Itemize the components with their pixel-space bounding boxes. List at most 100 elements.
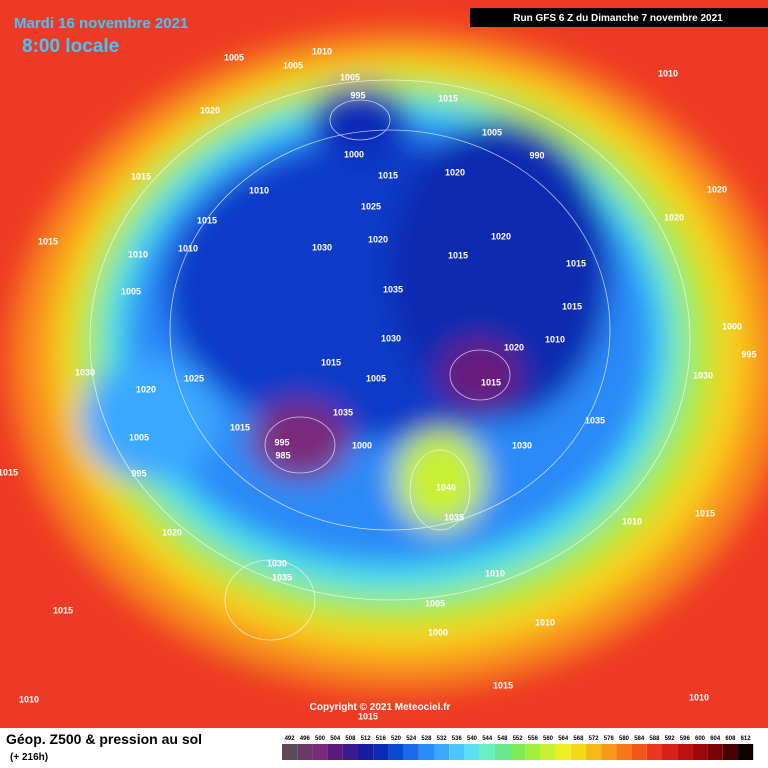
colorbar-label: 500 [315, 736, 326, 742]
pressure-label: 1020 [491, 231, 511, 241]
pressure-label: 1010 [312, 46, 332, 56]
pressure-label: 1015 [493, 680, 513, 690]
pressure-label: 1010 [128, 249, 148, 259]
pressure-label: 1015 [197, 215, 217, 225]
pressure-label: 995 [741, 349, 756, 359]
pressure-label: 1005 [482, 127, 502, 137]
colorbar-cell [494, 744, 510, 760]
colorbar-cell [646, 744, 662, 760]
colorbar-cell [282, 744, 298, 760]
pressure-label: 995 [131, 468, 146, 478]
colorbar-cell [616, 744, 632, 760]
colorbar-cell [312, 744, 328, 760]
pressure-label: 1040 [436, 482, 456, 492]
pressure-label: 1020 [707, 184, 727, 194]
pressure-label: 1035 [444, 512, 464, 522]
colorbar-label: 516 [376, 736, 387, 742]
pressure-label: 1020 [504, 342, 524, 352]
pressure-label: 1010 [535, 617, 555, 627]
pressure-label: 1000 [344, 149, 364, 159]
pressure-label: 1015 [358, 711, 378, 721]
colorbar-cell [662, 744, 678, 760]
colorbar-label: 508 [345, 736, 356, 742]
pressure-label: 1005 [340, 72, 360, 82]
colorbar-label: 580 [619, 736, 630, 742]
pressure-label: 1015 [38, 236, 58, 246]
colorbar-label: 584 [634, 736, 645, 742]
pressure-label: 1010 [622, 516, 642, 526]
pressure-label: 1020 [445, 167, 465, 177]
colorbar-label: 576 [604, 736, 615, 742]
colorbar-cell [373, 744, 389, 760]
colorbar-label: 564 [558, 736, 569, 742]
pressure-label: 990 [529, 150, 544, 160]
colorbar-cell [722, 744, 738, 760]
colorbar-cell [403, 744, 419, 760]
pressure-label: 1030 [267, 558, 287, 568]
colorbar-cell [342, 744, 358, 760]
time: 8:00 locale [22, 36, 119, 57]
pressure-label: 1005 [129, 432, 149, 442]
colorbar-label: 496 [300, 736, 311, 742]
colorbar-cell [570, 744, 586, 760]
colorbar-cell [555, 744, 571, 760]
pressure-label: 1005 [283, 60, 303, 70]
colorbar-label: 536 [452, 736, 463, 742]
colorbar-cell [358, 744, 374, 760]
field [10, 30, 768, 690]
pressure-label: 1015 [0, 467, 18, 477]
pressure-label: 1035 [383, 284, 403, 294]
colorbar-label: 600 [695, 736, 706, 742]
pressure-label: 1035 [272, 572, 292, 582]
pressure-label: 1020 [664, 212, 684, 222]
colorbar-label: 548 [497, 736, 508, 742]
pressure-label: 1000 [352, 440, 372, 450]
colorbar-label: 524 [406, 736, 417, 742]
pressure-label: 1010 [545, 334, 565, 344]
colorbar-cell [677, 744, 693, 760]
colorbar-cell [464, 744, 480, 760]
pressure-label: 1005 [366, 373, 386, 383]
pressure-label: 1005 [121, 286, 141, 296]
colorbar-label: 588 [649, 736, 660, 742]
pressure-label: 1030 [381, 333, 401, 343]
run-text: Run GFS 6 Z du Dimanche 7 novembre 2021 [513, 13, 723, 24]
colorbar-cell [449, 744, 465, 760]
colorbar-label: 592 [665, 736, 676, 742]
colorbar-cell [479, 744, 495, 760]
colorbar-cell [540, 744, 556, 760]
colorbar-cell [692, 744, 708, 760]
pressure-label: 1015 [131, 171, 151, 181]
colorbar-cell [707, 744, 723, 760]
pressure-label: 1010 [178, 243, 198, 253]
colorbar-label: 560 [543, 736, 554, 742]
colorbar-cell [631, 744, 647, 760]
pressure-label: 1020 [200, 105, 220, 115]
pressure-label: 995 [350, 90, 365, 100]
colorbar-label: 544 [482, 736, 493, 742]
pressure-label: 1010 [249, 185, 269, 195]
pressure-label: 1015 [566, 258, 586, 268]
colorbar-label: 492 [285, 736, 296, 742]
colorbar-label: 608 [725, 736, 736, 742]
pressure-label: 1035 [333, 407, 353, 417]
pressure-label: 1015 [321, 357, 341, 367]
pressure-labels: 1010 1005 1005 1005 1010 1020 995 1015 1005 990 10… [0, 46, 757, 721]
pressure-label: 1010 [485, 568, 505, 578]
pressure-label: 1015 [53, 605, 73, 615]
date: Mardi 16 novembre 2021 [14, 15, 188, 32]
pressure-label: 1010 [658, 68, 678, 78]
pressure-label: 1010 [689, 692, 709, 702]
pressure-label: 1025 [184, 373, 204, 383]
colorbar-label: 612 [741, 736, 752, 742]
colorbar-cell [738, 744, 754, 760]
colorbar-label: 596 [680, 736, 691, 742]
pressure-label: 1030 [693, 370, 713, 380]
colorbar-label: 532 [437, 736, 448, 742]
colorbar-label: 520 [391, 736, 402, 742]
colorbar-cell [418, 744, 434, 760]
pressure-label: 1015 [378, 170, 398, 180]
footer-title: Géop. Z500 & pression au sol [6, 731, 202, 747]
pressure-label: 1005 [224, 52, 244, 62]
